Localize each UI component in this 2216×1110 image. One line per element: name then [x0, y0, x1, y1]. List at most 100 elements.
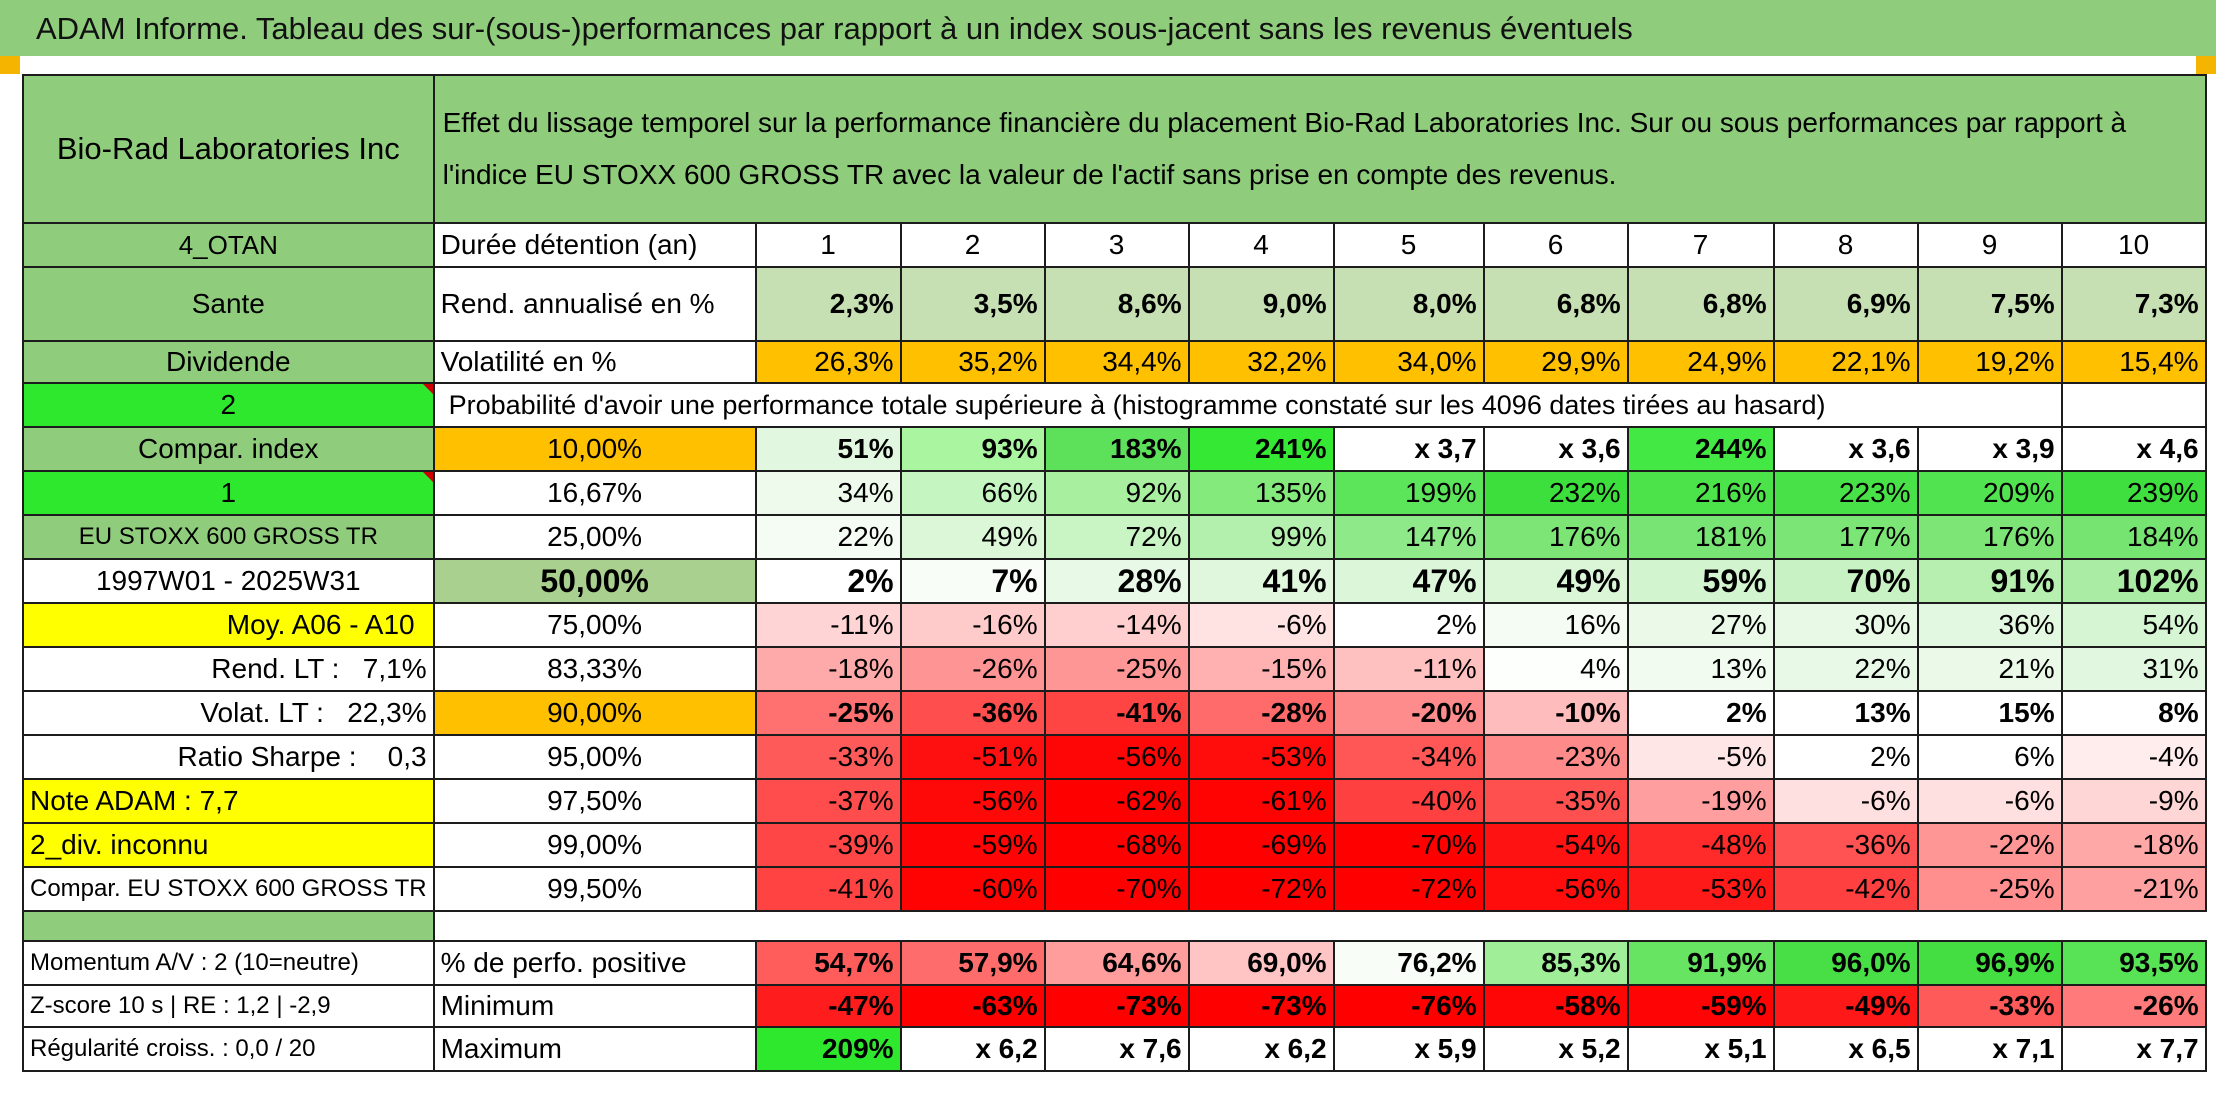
- probability-cell: 135%: [1187, 470, 1335, 516]
- percentile-threshold: 75,00%: [432, 602, 757, 648]
- probability-cell: 34%: [754, 470, 902, 516]
- probability-cell: -6%: [1187, 602, 1335, 648]
- volatility-4: 32,2%: [1187, 340, 1335, 384]
- probability-cell: 22%: [1772, 646, 1919, 692]
- probability-cell: 47%: [1332, 558, 1485, 604]
- probability-cell: -23%: [1482, 734, 1629, 780]
- probability-cell: 176%: [1482, 514, 1629, 560]
- minimum-1: -47%: [754, 984, 902, 1028]
- percentile-threshold: 50,00%: [432, 558, 757, 604]
- volatility-8: 22,1%: [1772, 340, 1919, 384]
- probability-cell: 2%: [1626, 690, 1775, 736]
- probability-cell: -28%: [1187, 690, 1335, 736]
- probability-cell: -10%: [1482, 690, 1629, 736]
- minimum-5: -76%: [1332, 984, 1485, 1028]
- value-2-cell: 2: [22, 382, 435, 428]
- annualized-return-6: 6,8%: [1482, 266, 1629, 342]
- probability-cell: -18%: [754, 646, 902, 692]
- probability-cell: 21%: [1916, 646, 2063, 692]
- spacer-green-cell: [22, 910, 435, 942]
- positive-perf-4: 69,0%: [1187, 940, 1335, 986]
- probability-cell: 70%: [1772, 558, 1919, 604]
- probability-cell: -18%: [2060, 822, 2207, 868]
- probability-cell: 99%: [1187, 514, 1335, 560]
- probability-cell: 199%: [1332, 470, 1485, 516]
- company-name: Bio-Rad Laboratories Inc: [22, 74, 435, 224]
- volatility-7: 24,9%: [1626, 340, 1775, 384]
- maximum-4: x 6,2: [1187, 1026, 1335, 1072]
- probability-cell: 15%: [1916, 690, 2063, 736]
- average-label: Moy. A06 - A10: [22, 602, 435, 648]
- probability-cell: -36%: [899, 690, 1046, 736]
- positive-perf-7: 91,9%: [1626, 940, 1775, 986]
- maximum-3: x 7,6: [1043, 1026, 1190, 1072]
- probability-cell: -59%: [899, 822, 1046, 868]
- long-term-volatility: Volat. LT : 22,3%: [22, 690, 435, 736]
- probability-cell: -16%: [899, 602, 1046, 648]
- probability-cell: -11%: [754, 602, 902, 648]
- right-corner-marker: [2196, 56, 2216, 74]
- probability-cell: -56%: [1482, 866, 1629, 912]
- probability-cell: -15%: [1187, 646, 1335, 692]
- probability-cell: -14%: [1043, 602, 1190, 648]
- probability-cell: 184%: [2060, 514, 2207, 560]
- probability-cell: 232%: [1482, 470, 1629, 516]
- probability-cell: 216%: [1626, 470, 1775, 516]
- maximum-label: Maximum: [432, 1026, 757, 1072]
- probability-cell: -6%: [1772, 778, 1919, 824]
- positive-perf-6: 85,3%: [1482, 940, 1629, 986]
- probability-cell: x 3,6: [1772, 426, 1919, 472]
- duration-year-10: 10: [2060, 222, 2207, 268]
- dividend-status: 2_div. inconnu: [22, 822, 435, 868]
- volatility-5: 34,0%: [1332, 340, 1485, 384]
- percentile-threshold: 99,50%: [432, 866, 757, 912]
- probability-cell: 27%: [1626, 602, 1775, 648]
- probability-cell: -53%: [1626, 866, 1775, 912]
- sector-label: Sante: [22, 266, 435, 342]
- probability-cell: 41%: [1187, 558, 1335, 604]
- minimum-3: -73%: [1043, 984, 1190, 1028]
- momentum-label: Momentum A/V : 2 (10=neutre): [22, 940, 435, 986]
- probability-cell: x 3,6: [1482, 426, 1629, 472]
- probability-cell: 147%: [1332, 514, 1485, 560]
- duration-year-5: 5: [1332, 222, 1485, 268]
- long-term-return: Rend. LT : 7,1%: [22, 646, 435, 692]
- maximum-1: 209%: [754, 1026, 902, 1072]
- probability-cell: -5%: [1626, 734, 1775, 780]
- maximum-9: x 7,1: [1916, 1026, 2063, 1072]
- duration-year-2: 2: [899, 222, 1046, 268]
- probability-cell: -26%: [899, 646, 1046, 692]
- annualized-return-8: 6,9%: [1772, 266, 1919, 342]
- volatility-3: 34,4%: [1043, 340, 1190, 384]
- probability-cell: -48%: [1626, 822, 1775, 868]
- table-title: Effet du lissage temporel sur la perform…: [432, 74, 2207, 224]
- probability-cell: 54%: [2060, 602, 2207, 648]
- probability-cell: 223%: [1772, 470, 1919, 516]
- probability-cell: 244%: [1626, 426, 1775, 472]
- probability-cell: x 3,9: [1916, 426, 2063, 472]
- probability-cell: -70%: [1043, 866, 1190, 912]
- probability-cell: -62%: [1043, 778, 1190, 824]
- probability-cell: 72%: [1043, 514, 1190, 560]
- positive-perf-1: 54,7%: [754, 940, 902, 986]
- probability-cell: 183%: [1043, 426, 1190, 472]
- probability-cell: -36%: [1772, 822, 1919, 868]
- annualized-return-1: 2,3%: [754, 266, 902, 342]
- probability-cell: 16%: [1482, 602, 1629, 648]
- probability-cell: -39%: [754, 822, 902, 868]
- minimum-label: Minimum: [432, 984, 757, 1028]
- probability-cell: 176%: [1916, 514, 2063, 560]
- probability-cell: 49%: [1482, 558, 1629, 604]
- probability-cell: 8%: [2060, 690, 2207, 736]
- volatility-6: 29,9%: [1482, 340, 1629, 384]
- probability-cell: 31%: [2060, 646, 2207, 692]
- probability-cell: -42%: [1772, 866, 1919, 912]
- probability-cell: -51%: [899, 734, 1046, 780]
- probability-cell: 181%: [1626, 514, 1775, 560]
- probability-cell: 4%: [1482, 646, 1629, 692]
- probability-cell: -33%: [754, 734, 902, 780]
- percentile-threshold: 99,00%: [432, 822, 757, 868]
- probability-cell: 66%: [899, 470, 1046, 516]
- probability-cell: -34%: [1332, 734, 1485, 780]
- probability-cell: 36%: [1916, 602, 2063, 648]
